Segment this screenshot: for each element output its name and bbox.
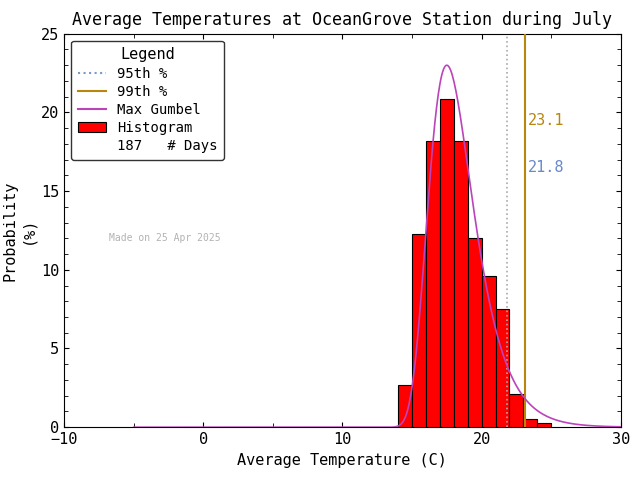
Bar: [468, 238, 482, 427]
X-axis label: Average Temperature (C): Average Temperature (C): [237, 453, 447, 468]
Legend: 95th %, 99th %, Max Gumbel, Histogram, 187   # Days: 95th %, 99th %, Max Gumbel, Histogram, 1…: [71, 40, 224, 160]
Bar: [398, 385, 412, 427]
Text: Made on 25 Apr 2025: Made on 25 Apr 2025: [109, 233, 220, 243]
Bar: [509, 394, 524, 427]
Text: 21.8: 21.8: [527, 160, 564, 175]
Title: Average Temperatures at OceanGrove Station during July: Average Temperatures at OceanGrove Stati…: [72, 11, 612, 29]
Bar: [538, 423, 551, 427]
Bar: [426, 141, 440, 427]
Bar: [481, 276, 495, 427]
Bar: [440, 99, 454, 427]
Bar: [495, 309, 509, 427]
Bar: [412, 234, 426, 427]
Text: 23.1: 23.1: [527, 113, 564, 128]
Bar: [524, 419, 538, 427]
Y-axis label: Probability
(%): Probability (%): [3, 180, 35, 281]
Bar: [454, 141, 468, 427]
